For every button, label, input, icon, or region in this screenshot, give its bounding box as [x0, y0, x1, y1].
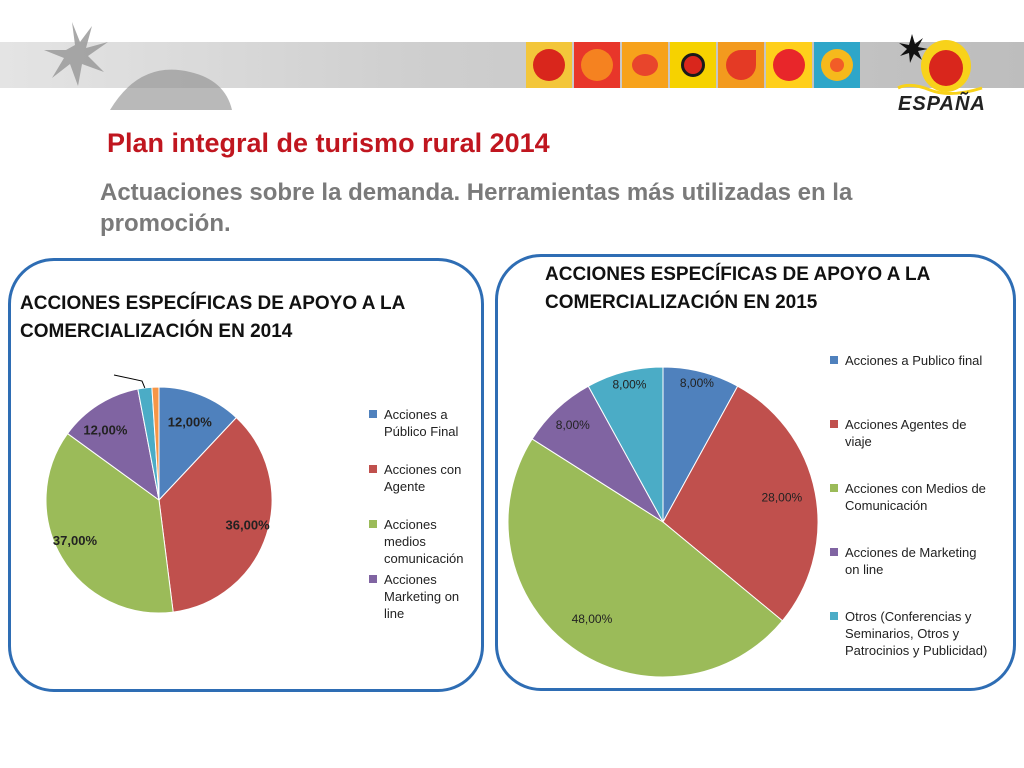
pie-slice [158, 386, 238, 502]
label-leader-line [113, 374, 146, 389]
sun-tile-icon [670, 42, 716, 88]
legend-label: Acciones a Publico final [845, 353, 983, 368]
legend-label: Acciones con Medios de Comunicación [845, 481, 986, 513]
legend-swatch [369, 410, 377, 418]
legend-swatch [830, 612, 838, 620]
decorative-tiles [526, 42, 862, 88]
legend-item: Acciones de Marketing on line [830, 544, 990, 578]
chart-title-2014: ACCIONES ESPECÍFICAS DE APOYO A LA COMER… [20, 293, 405, 342]
sun-tile-icon [574, 42, 620, 88]
data-label: 8,00% [612, 378, 646, 392]
pie-slice [158, 416, 273, 613]
pie-slice [662, 385, 819, 622]
data-label: 8,00% [680, 376, 714, 390]
pie-slice [151, 386, 160, 501]
data-label: 12,00% [168, 414, 213, 429]
legend-swatch [830, 420, 838, 428]
legend-swatch [369, 520, 377, 528]
legend-item: Acciones Marketing on line [369, 571, 469, 622]
espana-logo: ESPAÑA [897, 34, 986, 115]
sun-tile-icon [814, 42, 860, 88]
chart-title-2015: ACCIONES ESPECÍFICAS DE APOYO A LA COMER… [545, 264, 930, 313]
data-label: 36,00% [226, 518, 271, 533]
data-label: 28,00% [761, 490, 802, 504]
legend-label: Otros (Conferencias y Seminarios, Otros … [845, 609, 988, 658]
pie-slice [507, 438, 784, 678]
sun-tile-icon [718, 42, 764, 88]
chart-panel-2015 [495, 254, 1016, 691]
sun-tile-icon [622, 42, 668, 88]
legend-label: Acciones Agentes de viaje [845, 417, 967, 449]
legend-item: Otros (Conferencias y Seminarios, Otros … [830, 608, 990, 659]
legend-swatch [369, 575, 377, 583]
legend-2015: Acciones a Publico final Acciones Agentes… [830, 352, 990, 659]
legend-item: Acciones a Publico final [830, 352, 990, 369]
legend-item: Acciones con Medios de Comunicación [830, 480, 990, 514]
pie-slice [587, 366, 664, 523]
page-subtitle: Actuaciones sobre la demanda. Herramient… [100, 179, 853, 237]
data-label: 37,00% [53, 533, 98, 548]
legend-item: Acciones medios comunicación [369, 516, 469, 567]
legend-label: Acciones con Agente [384, 462, 462, 494]
legend-label: Acciones Marketing on line [384, 572, 460, 621]
legend-label: Acciones a Público Final [384, 407, 459, 439]
data-label: 12,00% [83, 423, 128, 438]
sun-tile-icon [526, 42, 572, 88]
pie-chart-2014: 12,00%36,00%37,00%12,00%2,00%1,00% [45, 374, 273, 614]
legend-2014: Acciones a Público Final Acciones con Age… [369, 406, 469, 622]
legend-swatch [830, 548, 838, 556]
chart-panel-2014 [8, 258, 484, 692]
legend-item: Acciones con Agente [369, 461, 469, 495]
pie-slice [45, 432, 174, 614]
legend-label: Acciones de Marketing on line [845, 545, 977, 577]
legend-item: Acciones a Público Final [369, 406, 469, 440]
data-label: 8,00% [556, 418, 590, 432]
pie-chart-2015: 8,00% 28,00% 48,00% 8,00% 8,00% [507, 366, 819, 678]
legend-swatch [830, 484, 838, 492]
legend-swatch [830, 356, 838, 364]
legend-label: Acciones medios comunicación [384, 517, 464, 566]
legend-swatch [369, 465, 377, 473]
page-title: Plan integral de turismo rural 2014 [107, 128, 550, 158]
legend-item: Acciones Agentes de viaje [830, 416, 990, 450]
decorative-sun-graphic [44, 22, 232, 110]
data-label: 48,00% [572, 612, 613, 626]
svg-text:ESPAÑA: ESPAÑA [898, 92, 986, 115]
sun-tile-icon [766, 42, 812, 88]
pie-slice [66, 388, 160, 502]
